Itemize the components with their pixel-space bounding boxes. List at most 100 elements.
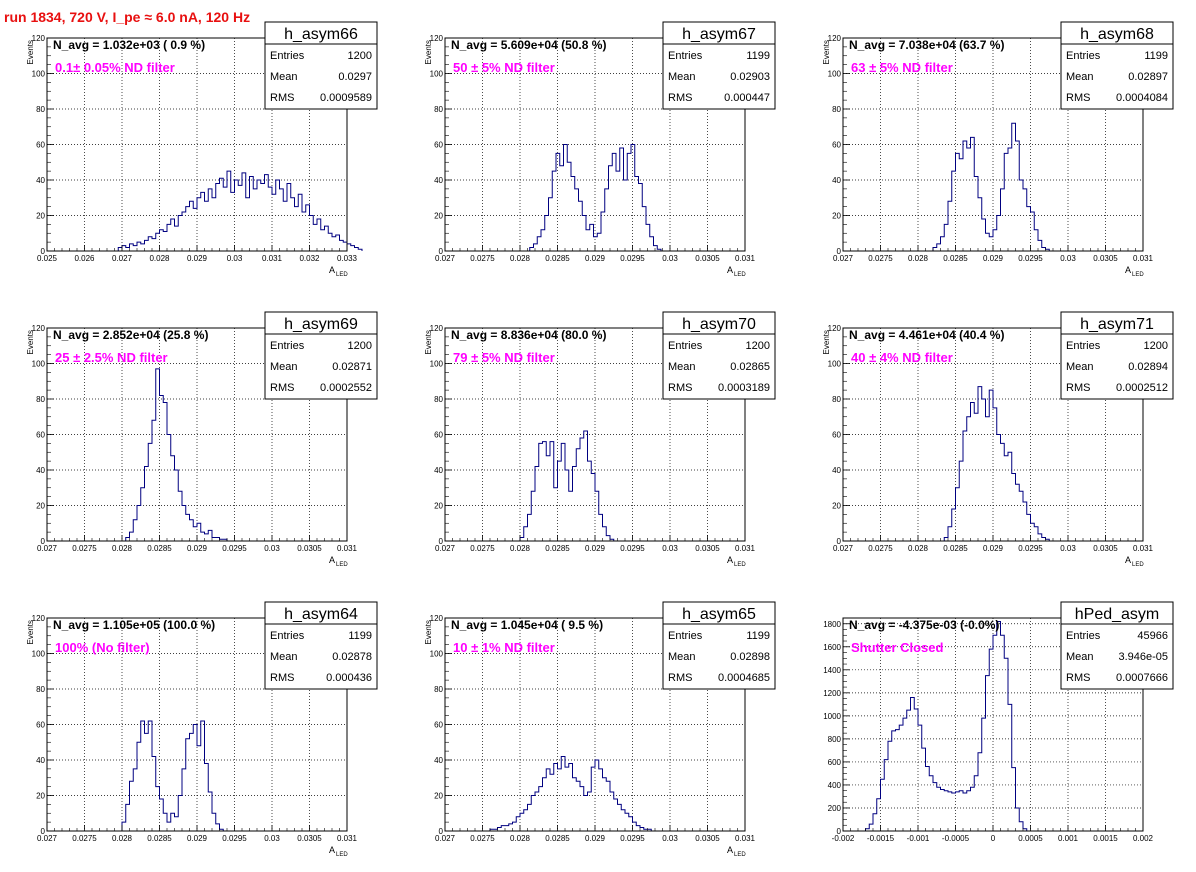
x-tick-label: 0.027	[435, 254, 456, 263]
stats-label-rms: RMS	[668, 382, 692, 394]
x-tick-label: 0.029	[585, 544, 606, 553]
histogram-panel-h_asym69: 0.027 0.0275 0.028 0.0285 0.029 0.0295 0.03 0.0…	[26, 311, 378, 568]
histogram-line	[121, 720, 224, 831]
y-tick-label: 80	[832, 395, 841, 404]
stats-label-rms: RMS	[668, 672, 692, 684]
stats-value-mean: 0.0297	[338, 71, 372, 83]
stats-label-mean: Mean	[668, 651, 696, 663]
x-tick-label: 0.027	[37, 834, 58, 843]
y-tick-label: 40	[434, 756, 443, 765]
stats-value-entries: 1199	[746, 50, 770, 62]
x-axis-label: ALED	[727, 265, 746, 278]
x-tick-label: 0.0285	[147, 834, 172, 843]
stats-label-rms: RMS	[270, 382, 294, 394]
x-axis-label: ALED	[1125, 555, 1144, 568]
y-tick-label: 60	[832, 431, 841, 440]
stats-histogram-name: h_asym66	[284, 26, 358, 43]
stats-label-rms: RMS	[270, 672, 294, 684]
x-tick-label: 0.0295	[1018, 544, 1043, 553]
y-tick-label: 20	[434, 792, 443, 801]
stats-label-mean: Mean	[1066, 651, 1094, 663]
histogram-line	[489, 755, 652, 831]
stats-value-mean: 0.02878	[332, 651, 372, 663]
y-tick-label: 60	[434, 141, 443, 150]
navg-label: N_avg = 4.461e+04 (40.4 %)	[849, 328, 1004, 342]
y-axis-label: Events	[424, 620, 433, 644]
stats-box	[1060, 311, 1174, 400]
x-tick-label: 0.029	[187, 544, 208, 553]
histogram-panel-h_asym71: 0.027 0.0275 0.028 0.0285 0.029 0.0295 0.03 0.0…	[822, 311, 1174, 568]
stats-value-entries: 1200	[1144, 340, 1168, 352]
x-tick-label: 0.03	[662, 834, 678, 843]
histogram-panel-h_asym70: 0.027 0.0275 0.028 0.0285 0.029 0.0295 0.03 0.0…	[424, 311, 776, 568]
x-tick-label: 0.025	[37, 254, 58, 263]
x-tick-label: -0.002	[832, 834, 855, 843]
y-tick-label: 0	[837, 247, 842, 256]
histogram-line	[519, 430, 615, 541]
x-tick-label: 0.031	[1133, 254, 1154, 263]
stats-value-entries: 1199	[746, 630, 770, 642]
histogram-line	[943, 386, 1050, 541]
x-tick-label: 0.0275	[72, 544, 97, 553]
y-tick-label: 0	[41, 247, 46, 256]
y-tick-label: 20	[832, 502, 841, 511]
y-tick-label: 100	[32, 70, 46, 79]
stats-value-mean: 0.02871	[332, 361, 372, 373]
y-tick-label: 120	[430, 34, 444, 43]
stats-value-mean: 0.02903	[730, 71, 770, 83]
y-tick-label: 20	[36, 212, 45, 221]
filter-annotation: 100% (No filter)	[55, 640, 150, 655]
stats-value-rms: 0.0004084	[1116, 92, 1168, 104]
x-tick-label: 0.03	[662, 544, 678, 553]
y-tick-label: 0	[41, 827, 46, 836]
y-tick-label: 120	[32, 324, 46, 333]
stats-value-mean: 0.02897	[1128, 71, 1168, 83]
y-axis-label: Events	[26, 620, 35, 644]
x-tick-label: 0.0295	[620, 254, 645, 263]
y-tick-label: 120	[828, 34, 842, 43]
y-tick-label: 80	[434, 395, 443, 404]
x-tick-label: 0.03	[1060, 254, 1076, 263]
stats-histogram-name: h_asym71	[1080, 316, 1154, 333]
y-axis-label: Events	[26, 40, 35, 64]
y-tick-label: 0	[41, 537, 46, 546]
x-axis-label: ALED	[329, 265, 348, 278]
x-tick-label: 0.031	[735, 544, 756, 553]
stats-value-rms: 0.0007666	[1116, 672, 1168, 684]
stats-histogram-name: h_asym69	[284, 316, 358, 333]
y-tick-label: 80	[36, 105, 45, 114]
y-tick-label: 60	[434, 721, 443, 730]
stats-value-rms: 0.0004685	[718, 672, 770, 684]
x-tick-label: 0.0305	[297, 544, 322, 553]
x-tick-label: 0.0285	[545, 544, 570, 553]
x-tick-label: 0.0285	[147, 544, 172, 553]
y-tick-label: 0	[439, 537, 444, 546]
histogram-line	[932, 122, 1050, 251]
filter-annotation: 50 ± 5% ND filter	[453, 60, 555, 75]
stats-value-mean: 0.02865	[730, 361, 770, 373]
y-tick-label: 40	[434, 176, 443, 185]
stats-label-entries: Entries	[1066, 50, 1101, 62]
stats-histogram-name: h_asym64	[284, 606, 358, 623]
x-tick-label: 0.0295	[1018, 254, 1043, 263]
y-tick-label: 1400	[823, 666, 841, 675]
y-tick-label: 120	[32, 614, 46, 623]
x-tick-label: 0.0275	[868, 254, 893, 263]
x-tick-label: 0.0305	[695, 254, 720, 263]
stats-label-mean: Mean	[270, 651, 298, 663]
histogram-line	[529, 144, 662, 251]
y-tick-label: 800	[828, 735, 842, 744]
y-tick-label: 80	[832, 105, 841, 114]
histogram-panel-h_asym64: 0.027 0.0275 0.028 0.0285 0.029 0.0295 0.03 0.0…	[26, 601, 378, 858]
stats-value-entries: 45966	[1137, 630, 1168, 642]
x-tick-label: -0.0005	[942, 834, 970, 843]
x-tick-label: 0.028	[510, 544, 531, 553]
y-tick-label: 60	[832, 141, 841, 150]
y-tick-label: 600	[828, 758, 842, 767]
navg-label: N_avg = -4.375e-03 (-0.0%)	[849, 618, 999, 632]
y-tick-label: 100	[828, 360, 842, 369]
y-tick-label: 40	[36, 756, 45, 765]
histogram-panel-hPed_asym: -0.002 -0.0015 -0.001 -0.0005 0 0.0005 0.001 0.…	[823, 601, 1174, 843]
navg-label: N_avg = 1.105e+05 (100.0 %)	[53, 618, 215, 632]
